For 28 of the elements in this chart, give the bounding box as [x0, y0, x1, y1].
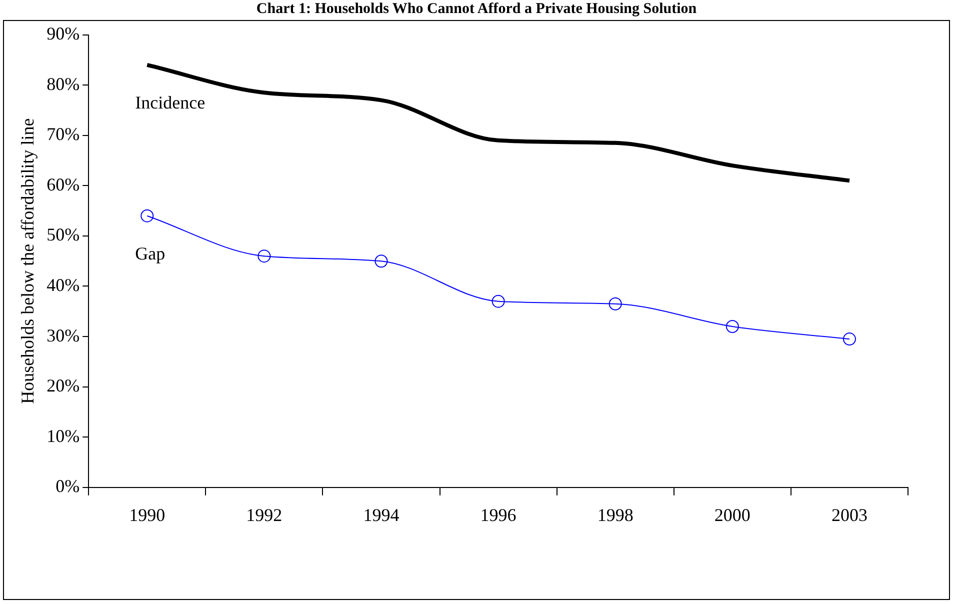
x-tick-label: 2000	[714, 504, 750, 525]
y-tick-label: 50%	[46, 224, 80, 245]
series-label: Gap	[135, 244, 166, 264]
point	[608, 297, 622, 310]
y-tick-label: 0%	[56, 476, 80, 496]
x-tick-label: 1992	[246, 504, 282, 525]
point	[492, 294, 505, 308]
x-tick-label: 1990	[129, 504, 166, 525]
y-tick-label: 90%	[46, 24, 80, 44]
series-label: Incidence	[135, 92, 206, 113]
y-tick-label: 60%	[46, 174, 80, 194]
y-axis-title: Households below the affordability line	[18, 118, 38, 404]
y-tick-label: 40%	[46, 274, 80, 295]
chart-title: Chart 1: Households Who Cannot Afford a Private Housing Solution	[255, 0, 698, 18]
x-tick-label: 2003	[831, 504, 868, 525]
y-tick-label: 80%	[46, 74, 80, 94]
y-tick-label: 10%	[46, 426, 80, 446]
point	[374, 254, 388, 268]
point	[140, 209, 154, 222]
y-tick-label: 30%	[46, 325, 80, 346]
point	[258, 250, 271, 263]
x-tick-label: 1998	[597, 504, 634, 525]
y-tick-label: 70%	[46, 124, 80, 144]
point	[842, 332, 856, 346]
x-tick-label: 1994	[363, 504, 400, 525]
y-tick-label: 20%	[46, 376, 80, 396]
x-tick-label: 1996	[480, 504, 516, 525]
point	[726, 320, 739, 333]
